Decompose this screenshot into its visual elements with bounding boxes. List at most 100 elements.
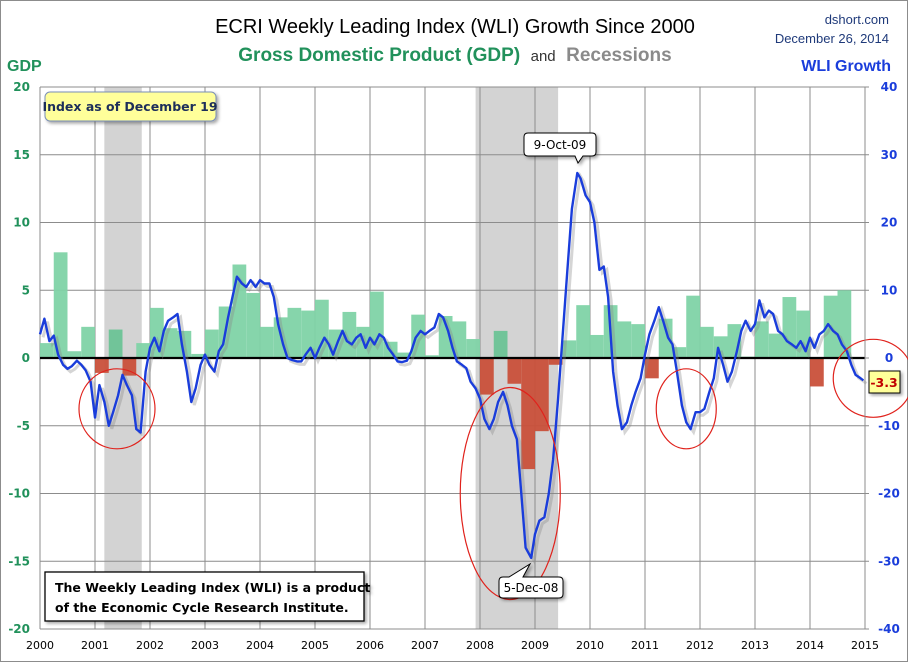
gdp-bar bbox=[342, 311, 357, 358]
gdp-bar bbox=[287, 307, 302, 358]
gdp-bar bbox=[232, 264, 247, 358]
highlight-circle-3 bbox=[655, 368, 717, 450]
trough-callout-text: 5-Dec-08 bbox=[504, 581, 559, 595]
wli-line bbox=[38, 171, 868, 566]
last-value-box: -3.3 bbox=[868, 370, 901, 394]
gdp-bar bbox=[246, 292, 260, 358]
gdp-bar bbox=[686, 295, 700, 358]
gdp-bar bbox=[548, 358, 563, 365]
right-axis-tick: -40 bbox=[878, 622, 900, 636]
gdp-bar bbox=[81, 326, 95, 358]
x-axis-tick: 2005 bbox=[301, 639, 329, 652]
x-axis-tick: 2011 bbox=[631, 639, 659, 652]
right-axis-tick: -30 bbox=[878, 554, 900, 568]
gdp-bar bbox=[617, 321, 632, 358]
date-label: December 26, 2014 bbox=[775, 31, 889, 46]
subtitle-recessions: Recessions bbox=[566, 45, 672, 66]
x-axis-tick: 2001 bbox=[81, 639, 109, 652]
gdp-bar bbox=[108, 329, 123, 358]
wli-line-shadow bbox=[41, 171, 868, 566]
gdp-bar bbox=[122, 358, 137, 376]
gdp-bar bbox=[782, 297, 797, 358]
gdp-bar bbox=[768, 333, 783, 358]
highlight-circle-2 bbox=[459, 386, 561, 601]
gdp-bar bbox=[507, 358, 522, 384]
x-axis-tick: 2004 bbox=[246, 639, 274, 652]
axes: 20151050-5-10-15-20403020100-10-20-30-40… bbox=[8, 80, 900, 652]
gdp-bar bbox=[191, 353, 205, 358]
index-date-text: Index as of December 19 bbox=[42, 99, 217, 114]
left-axis-tick: 10 bbox=[13, 216, 30, 230]
gdp-bar bbox=[397, 352, 412, 358]
subtitle-gdp: Gross Domestic Product (GDP) bbox=[238, 45, 520, 66]
right-axis-tick: -10 bbox=[878, 419, 900, 433]
x-axis-tick: 2003 bbox=[191, 639, 219, 652]
source-label: dshort.com bbox=[825, 12, 889, 27]
left-axis-tick: 15 bbox=[13, 148, 30, 162]
gdp-bar bbox=[136, 343, 150, 358]
gdp-bars bbox=[40, 252, 852, 470]
gdp-bar bbox=[301, 310, 315, 358]
gdp-bar bbox=[535, 358, 549, 432]
note-line-2: of the Economic Cycle Research Institute… bbox=[55, 600, 349, 615]
gdp-bar bbox=[672, 347, 687, 358]
right-axis-tick: 10 bbox=[881, 283, 898, 297]
right-axis-tick: -20 bbox=[878, 487, 900, 501]
gdp-bar bbox=[562, 340, 577, 358]
left-axis-tick: 5 bbox=[22, 283, 30, 297]
last-value-text: -3.3 bbox=[870, 375, 897, 390]
highlight-circles bbox=[78, 338, 908, 601]
gdp-bar bbox=[631, 324, 645, 358]
gdp-bar bbox=[658, 318, 673, 358]
right-axis-label: WLI Growth bbox=[801, 58, 891, 75]
peak-callout: 9-Oct-09 bbox=[523, 132, 597, 165]
gdp-bar bbox=[466, 339, 480, 358]
gdp-bar bbox=[590, 334, 604, 358]
gdp-bar bbox=[493, 330, 508, 358]
left-axis-tick: -10 bbox=[8, 487, 30, 501]
gdp-bar bbox=[425, 355, 439, 358]
wli-growth-line bbox=[38, 171, 865, 560]
right-axis-tick: 40 bbox=[881, 80, 898, 94]
x-axis-tick: 2007 bbox=[411, 639, 439, 652]
gdp-bar bbox=[205, 329, 219, 358]
note-line-1: The Weekly Leading Index (WLI) is a prod… bbox=[55, 580, 370, 595]
right-axis-tick: 0 bbox=[885, 351, 893, 365]
gdp-bar bbox=[521, 358, 535, 470]
left-axis-tick: -20 bbox=[8, 622, 30, 636]
gdp-bar bbox=[645, 358, 659, 379]
note-box: The Weekly Leading Index (WLI) is a prod… bbox=[44, 571, 370, 622]
x-axis-tick: 2014 bbox=[796, 639, 824, 652]
chart-title: ECRI Weekly Leading Index (WLI) Growth S… bbox=[215, 16, 695, 38]
gdp-bar bbox=[40, 343, 54, 358]
gdp-bar bbox=[95, 358, 109, 373]
gdp-bar bbox=[163, 328, 178, 358]
peak-callout-text: 9-Oct-09 bbox=[534, 138, 587, 152]
left-axis-tick: -5 bbox=[17, 419, 30, 433]
x-axis-tick: 2000 bbox=[26, 639, 54, 652]
right-axis-tick: 30 bbox=[881, 148, 898, 162]
x-axis-tick: 2006 bbox=[356, 639, 384, 652]
gdp-bar bbox=[67, 351, 82, 358]
x-axis-tick: 2010 bbox=[576, 639, 604, 652]
gdp-bar bbox=[755, 321, 769, 358]
chart-subtitle: Gross Domestic Product (GDP) and Recessi… bbox=[238, 45, 671, 66]
gdp-bar bbox=[700, 326, 714, 358]
index-date-box: Index as of December 19 bbox=[42, 91, 218, 122]
gdp-bar bbox=[438, 315, 453, 358]
left-axis-label: GDP bbox=[7, 58, 42, 75]
gdp-bar bbox=[810, 358, 824, 387]
x-axis-tick: 2008 bbox=[466, 639, 494, 652]
gdp-bar bbox=[576, 305, 590, 358]
x-axis-tick: 2012 bbox=[686, 639, 714, 652]
gdp-bar bbox=[53, 252, 68, 358]
x-axis-tick: 2015 bbox=[851, 639, 879, 652]
left-axis-tick: 20 bbox=[13, 80, 30, 94]
x-axis-tick: 2009 bbox=[521, 639, 549, 652]
highlight-circle-4 bbox=[832, 338, 908, 418]
subtitle-and: and bbox=[531, 48, 556, 65]
trough-callout: 5-Dec-08 bbox=[498, 562, 564, 599]
gdp-bar bbox=[452, 321, 467, 358]
